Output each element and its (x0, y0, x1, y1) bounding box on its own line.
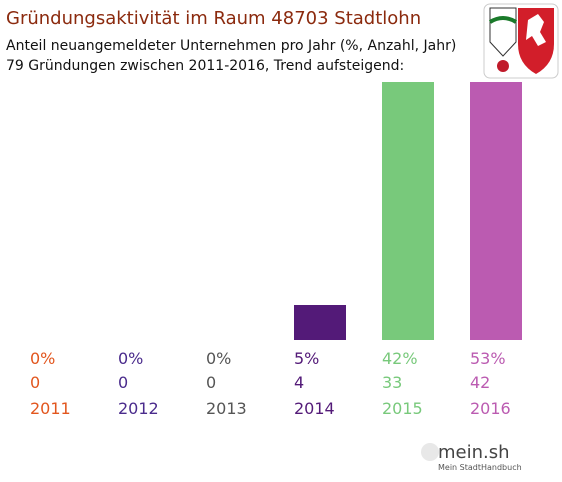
count-label: 42 (470, 373, 490, 392)
value-label: 42% (382, 349, 418, 368)
subtitle: 79 Gründungen zwischen 2011-2016, Trend … (6, 58, 404, 74)
value-label: 0% (118, 349, 143, 368)
x-tick-label: 2012 (118, 399, 159, 418)
x-tick-label: 2014 (294, 399, 335, 418)
x-tick-label: 2016 (470, 399, 511, 418)
value-label: 53% (470, 349, 506, 368)
brand-tagline: Mein StadtHandbuch (438, 463, 522, 472)
bar (294, 305, 346, 340)
value-label: 5% (294, 349, 319, 368)
count-label: 33 (382, 373, 402, 392)
coat-of-arms (483, 3, 559, 79)
count-label: 4 (294, 373, 304, 392)
brand: mein.sh Mein StadtHandbuch (421, 442, 522, 472)
bar (382, 82, 434, 340)
count-label: 0 (206, 373, 216, 392)
count-label: 0 (118, 373, 128, 392)
value-label: 0% (30, 349, 55, 368)
chart-title: Gründungsaktivität im Raum 48703 Stadtlo… (6, 8, 421, 29)
count-label: 0 (30, 373, 40, 392)
x-tick-label: 2013 (206, 399, 247, 418)
subtitle: Anteil neuangemeldeter Unternehmen pro J… (6, 38, 456, 54)
bar (470, 82, 522, 340)
brand-name: mein.sh (438, 442, 510, 463)
value-label: 0% (206, 349, 231, 368)
x-tick-label: 2011 (30, 399, 71, 418)
x-tick-label: 2015 (382, 399, 423, 418)
